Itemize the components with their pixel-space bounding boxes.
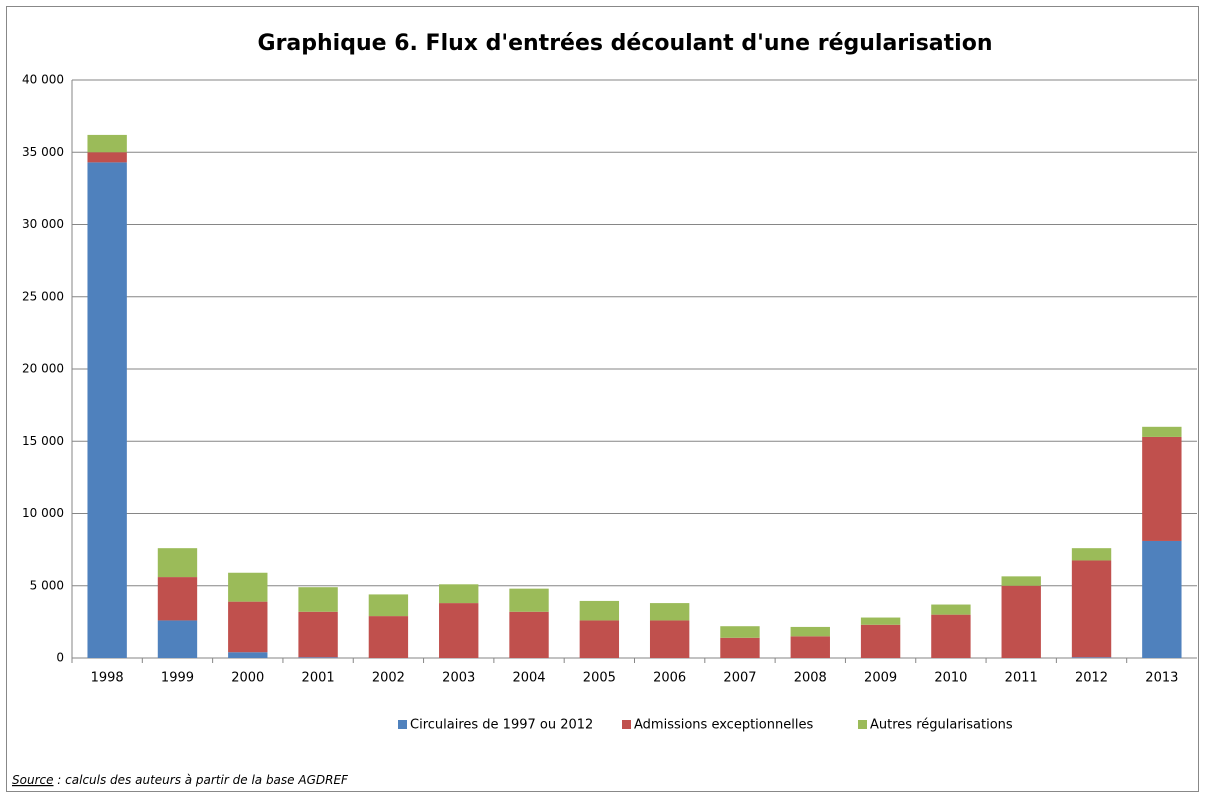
x-tick-label: 1998 xyxy=(91,671,124,686)
bar-segment xyxy=(579,620,620,658)
legend-label: Autres régularisations xyxy=(870,718,1013,733)
x-tick-label: 2001 xyxy=(302,671,335,686)
y-tick-label: 5 000 xyxy=(30,578,64,592)
bar-segment xyxy=(228,601,268,653)
bar-segment xyxy=(157,577,198,621)
bar-segment xyxy=(1142,540,1182,658)
bar-segment xyxy=(509,611,549,658)
bar-segment xyxy=(720,626,760,638)
legend-label: Circulaires de 1997 ou 2012 xyxy=(410,718,593,733)
y-tick-label: 10 000 xyxy=(22,506,64,520)
legend-label: Admissions exceptionnelles xyxy=(634,718,813,733)
bar-segment xyxy=(298,657,338,658)
y-tick-label: 20 000 xyxy=(22,362,64,376)
x-tick-label: 2012 xyxy=(1075,671,1108,686)
bar-segment xyxy=(720,637,760,658)
y-tick-label: 0 xyxy=(56,651,64,665)
bar-segment xyxy=(228,572,268,602)
bar-segment xyxy=(439,584,479,604)
y-tick-label: 15 000 xyxy=(22,434,64,448)
bar-segment xyxy=(439,603,479,658)
bar-segment xyxy=(1001,585,1041,658)
bar-segment xyxy=(298,587,338,612)
bar-segment xyxy=(860,624,901,658)
chart-frame xyxy=(6,6,1199,792)
bar-segment xyxy=(579,600,620,621)
bar-segment xyxy=(649,603,690,621)
bar-segment xyxy=(1071,657,1112,658)
source-note: Source : calculs des auteurs à partir de… xyxy=(12,773,349,787)
bar-segment xyxy=(368,594,409,617)
x-tick-label: 2000 xyxy=(231,671,264,686)
bar-segment xyxy=(87,162,127,659)
x-tick-label: 1999 xyxy=(161,671,194,686)
y-tick-label: 25 000 xyxy=(22,289,64,303)
bar-segment xyxy=(931,604,971,615)
legend-swatch xyxy=(622,720,631,729)
x-tick-label: 2008 xyxy=(794,671,827,686)
bar-segment xyxy=(298,611,338,658)
bar-segment xyxy=(87,152,127,163)
y-tick-label: 35 000 xyxy=(22,145,64,159)
bar-segment xyxy=(1142,426,1182,437)
y-tick-label: 40 000 xyxy=(22,73,64,87)
x-tick-label: 2002 xyxy=(372,671,405,686)
bar-segment xyxy=(1071,560,1112,658)
chart-title: Graphique 6. Flux d'entrées découlant d'… xyxy=(258,31,993,56)
x-tick-label: 2006 xyxy=(653,671,686,686)
bar-segment xyxy=(790,626,830,637)
bar-segment xyxy=(1001,576,1041,586)
x-tick-label: 2011 xyxy=(1005,671,1038,686)
bar-segment xyxy=(790,636,830,658)
bar-segment xyxy=(157,620,198,658)
x-tick-label: 2003 xyxy=(442,671,475,686)
bar-segment xyxy=(157,548,198,578)
bar-segment xyxy=(87,134,127,153)
x-tick-label: 2004 xyxy=(512,671,545,686)
bar-segment xyxy=(228,652,268,658)
legend-swatch xyxy=(398,720,407,729)
x-tick-label: 2010 xyxy=(934,671,967,686)
source-text: : calculs des auteurs à partir de la bas… xyxy=(53,773,349,787)
y-tick-label: 30 000 xyxy=(22,217,64,231)
bar-segment xyxy=(649,620,690,658)
x-tick-label: 2013 xyxy=(1145,671,1178,686)
bar-segment xyxy=(1142,436,1182,541)
x-tick-label: 2007 xyxy=(723,671,756,686)
x-tick-label: 2009 xyxy=(864,671,897,686)
bar-segment xyxy=(1071,548,1112,561)
bar-segment xyxy=(509,588,549,612)
x-tick-label: 2005 xyxy=(583,671,616,686)
bar-segment xyxy=(931,614,971,658)
bar-segment xyxy=(368,616,409,658)
source-label: Source xyxy=(12,773,53,787)
legend-swatch xyxy=(858,720,867,729)
bar-segment xyxy=(860,617,901,625)
